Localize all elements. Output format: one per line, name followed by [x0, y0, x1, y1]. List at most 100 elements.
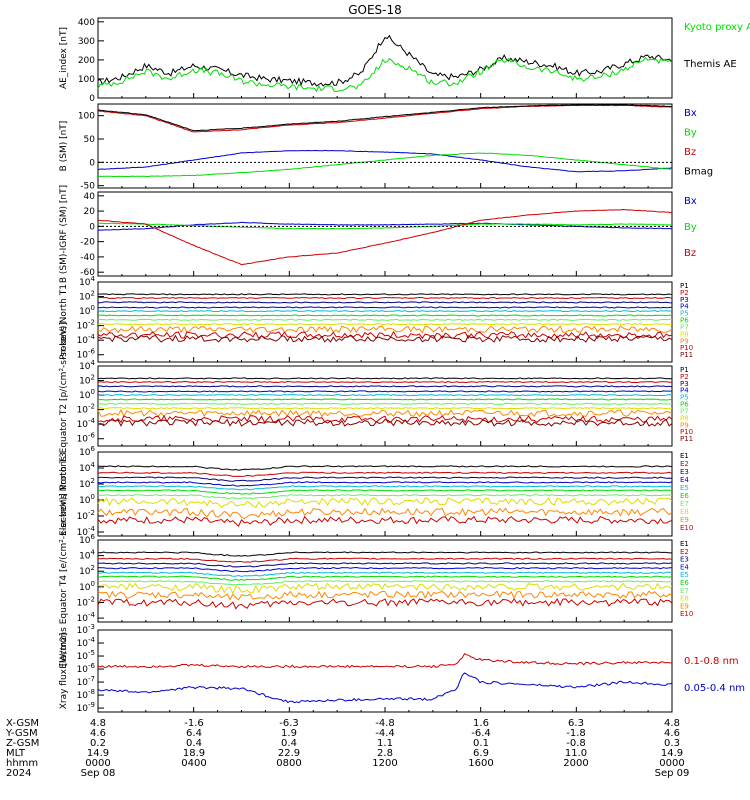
panel-6-series-e7	[97, 494, 673, 500]
panel-3-frame	[97, 191, 673, 277]
panel-6-ytick-label: 100	[79, 493, 95, 506]
panel-4-legend-p7: P7	[680, 323, 689, 331]
panel-4-legend-p3: P3	[680, 296, 689, 304]
panel-1-legend-1: Kyoto proxy AE	[684, 22, 750, 33]
xaxis-row-label: Z-GSM	[6, 738, 39, 749]
panel-8-ytick-label: 10-9	[77, 701, 95, 714]
panel-4-legend-p8: P8	[680, 330, 689, 338]
panel-2-ytick-label: 50	[84, 135, 96, 145]
panel-6-legend-e4: E4	[680, 476, 689, 484]
panel-8-series-0-1-0-8-nm	[97, 653, 672, 669]
panel-5-series-p11	[97, 418, 673, 427]
xaxis-cell: 4.6	[90, 728, 106, 739]
panel-6-legend-e6: E6	[680, 492, 689, 500]
panel-4-legend-p1: P1	[680, 282, 689, 290]
xaxis-cell: 18.9	[183, 748, 205, 759]
panel-8-ytick-label: 10-8	[77, 688, 95, 701]
panel-8-legend-2: 0.05-0.4 nm	[684, 683, 745, 694]
panel-2-legend-4: Bmag	[684, 167, 713, 178]
panel-3-series-bz	[97, 208, 673, 266]
panel-7-legend-e8: E8	[680, 595, 689, 603]
panel-6-series-e2	[97, 471, 673, 477]
panel-6-legend-e3: E3	[680, 468, 689, 476]
panel-6-ytick-label: 10-2	[77, 509, 95, 522]
panel-6-legend-e8: E8	[680, 508, 689, 516]
panel-2-ylabel: B (SM) [nT]	[59, 121, 69, 172]
panel-8-ytick-label: 10-4	[77, 636, 96, 649]
panel-7-ytick-label: 10-2	[77, 595, 95, 608]
xaxis-cell: 1.6	[473, 718, 489, 729]
xaxis-cell: 1.9	[281, 728, 297, 739]
xaxis-cell: 6.4	[186, 728, 202, 739]
panel-1-ytick-label: 200	[78, 56, 95, 66]
xaxis-cell: 0.3	[664, 738, 680, 749]
xaxis-cell: 0000	[85, 758, 110, 769]
panel-4-series-p9	[97, 325, 673, 334]
panel-4-ytick-label: 10-4	[77, 333, 96, 346]
panel-2-series-bmag	[97, 104, 672, 132]
xaxis-cell: 4.8	[664, 718, 680, 729]
panel-5-ytick-label: 104	[79, 359, 95, 372]
panel-7-ylabel: Electrons Equator T4 [e/(cm²-s-sr-keV)]	[59, 493, 69, 669]
panel-6-ytick-label: 102	[79, 477, 95, 490]
panel-5-ytick-label: 102	[79, 374, 95, 387]
panel-2-series-bz	[97, 104, 673, 133]
xaxis-cell: 0.4	[281, 738, 297, 749]
xaxis-cell: 4.8	[90, 718, 106, 729]
panel-5-ytick-label: 10-4	[77, 417, 96, 430]
panel-1-ylabel: AE_index [nT]	[59, 27, 69, 89]
panel-6-series-e9	[97, 507, 673, 520]
panel-4-ylabel: Protons North T1	[59, 284, 69, 360]
panel-3-legend-3: Bz	[684, 248, 696, 259]
panel-1-series-kyoto-proxy-ae	[97, 56, 673, 93]
panel-4-series-p10	[97, 330, 673, 340]
panel-4-series-p5	[97, 309, 673, 313]
panel-3-ytick-label: 0	[89, 222, 95, 232]
panel-4-legend-p11: P11	[680, 351, 693, 359]
panel-1-ytick-label: 100	[78, 75, 95, 85]
panel-5-legend-p7: P7	[680, 407, 689, 415]
panel-6-ytick-label: 104	[79, 461, 95, 474]
panel-3-legend-1: Bx	[684, 196, 697, 207]
panel-5-series-p3	[97, 385, 673, 388]
panel-6-legend-e1: E1	[680, 452, 689, 460]
panel-5-legend-p11: P11	[680, 435, 693, 443]
panel-7-ytick-label: 104	[79, 549, 95, 562]
panel-6-series-e6	[97, 489, 673, 495]
panel-5-ytick-label: 100	[79, 388, 95, 401]
panel-5-series-p1	[97, 377, 673, 380]
panel-7-series-e8	[97, 582, 673, 595]
xaxis-cell: 0.2	[90, 738, 106, 749]
panel-1-legend-2: Themis AE	[683, 59, 737, 70]
panel-3-ytick-label: 40	[84, 192, 96, 202]
panel-4-ytick-label: 104	[79, 275, 95, 288]
panel-5-ytick-label: 10-2	[77, 403, 95, 416]
panel-2-legend-2: By	[684, 128, 697, 139]
panel-4-legend-p2: P2	[680, 289, 689, 297]
xaxis-cell: -1.6	[184, 718, 204, 729]
xaxis-cell: 0.4	[186, 738, 202, 749]
panel-4-legend-p9: P9	[680, 337, 689, 345]
panel-8-ylabel: Xray flux [W/m2]	[59, 633, 69, 710]
panel-4-ytick-label: 100	[79, 304, 95, 317]
panel-5-legend-p5: P5	[680, 394, 689, 402]
panel-7-legend-e10: E10	[680, 610, 693, 618]
xaxis-cell: 2.8	[377, 748, 393, 759]
panel-8-series-0-05-0-4-nm	[97, 672, 673, 704]
panel-8-ytick-label: 10-7	[77, 675, 95, 688]
panel-2-series-bx	[97, 149, 673, 173]
panel-2-series-by	[97, 152, 673, 178]
panel-6-series-e3	[97, 476, 673, 482]
panel-5-legend-p8: P8	[680, 414, 689, 422]
xaxis-cell: 22.9	[278, 748, 300, 759]
panel-5-series-p6	[97, 398, 673, 401]
panel-7-series-e4	[97, 566, 673, 573]
panel-4-series-p1	[97, 293, 673, 296]
panel-8-ytick-label: 10-3	[77, 623, 95, 636]
panel-7-series-e9	[97, 590, 673, 601]
panel-7-legend-e5: E5	[680, 571, 689, 579]
panel-7-ytick-label: 106	[79, 533, 95, 546]
panel-7-ytick-label: 100	[79, 580, 95, 593]
xaxis-row-label: Y-GSM	[5, 728, 38, 739]
